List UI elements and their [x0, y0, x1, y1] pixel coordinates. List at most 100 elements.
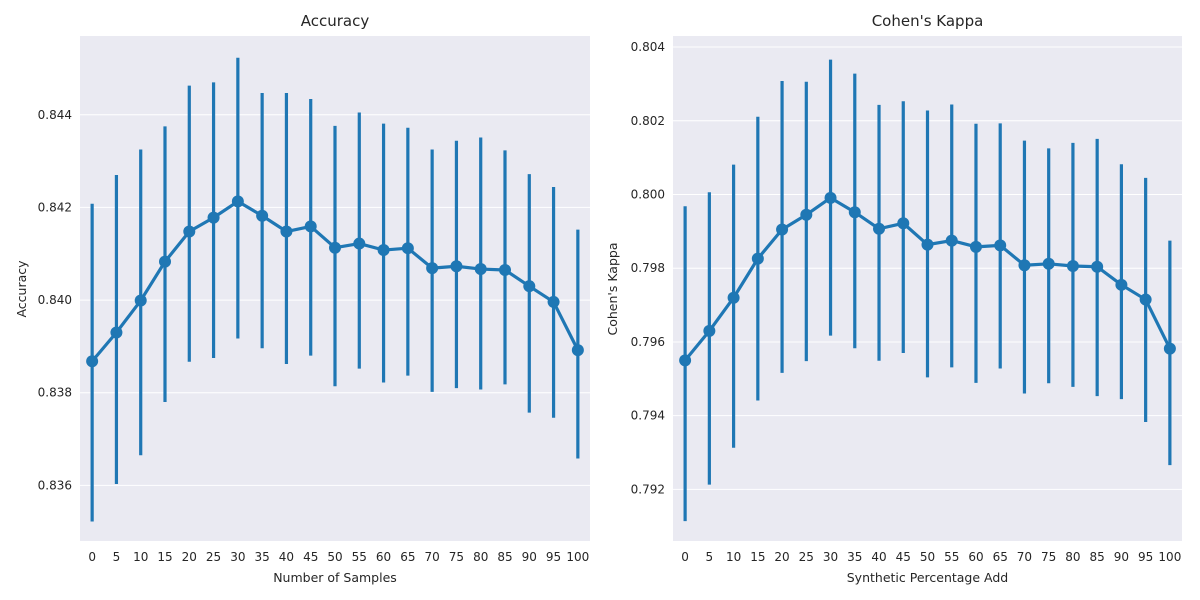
kappa-xtick-label: 35 — [847, 550, 862, 564]
kappa-data-point — [679, 354, 692, 367]
accuracy-xtick-label: 75 — [449, 550, 464, 564]
kappa-xtick-label: 25 — [799, 550, 814, 564]
accuracy-xtick-label: 95 — [546, 550, 561, 564]
kappa-xlabel: Synthetic Percentage Add — [847, 570, 1008, 585]
accuracy-title: Accuracy — [301, 12, 370, 30]
kappa-data-point — [1018, 259, 1031, 272]
kappa-data-point — [1139, 293, 1152, 306]
accuracy-xtick-label: 10 — [133, 550, 148, 564]
kappa-data-point — [703, 324, 716, 337]
accuracy-data-point — [231, 195, 244, 208]
kappa-ytick-label: 0.802 — [631, 114, 665, 128]
accuracy-data-point — [183, 225, 196, 238]
kappa-xtick-label: 90 — [1114, 550, 1129, 564]
accuracy-data-point — [159, 255, 171, 268]
accuracy-xtick-label: 100 — [566, 550, 589, 564]
accuracy-xtick-label: 45 — [303, 550, 318, 564]
kappa-data-point — [1115, 278, 1128, 291]
accuracy-xtick-label: 85 — [497, 550, 512, 564]
accuracy-data-point — [571, 344, 584, 357]
accuracy-data-point — [499, 263, 511, 276]
accuracy-xtick-label: 35 — [255, 550, 270, 564]
kappa-xtick-label: 95 — [1138, 550, 1153, 564]
kappa-xtick-label: 0 — [681, 550, 689, 564]
accuracy-xtick-label: 15 — [157, 550, 172, 564]
kappa-ytick-label: 0.792 — [631, 482, 665, 496]
kappa-xtick-label: 10 — [726, 550, 741, 564]
kappa-data-point — [969, 240, 982, 253]
accuracy-xtick-label: 30 — [230, 550, 245, 564]
kappa-data-point — [994, 239, 1007, 252]
accuracy-data-point — [256, 209, 269, 222]
accuracy-ytick-label: 0.844 — [38, 108, 72, 122]
accuracy-xtick-label: 55 — [352, 550, 367, 564]
accuracy-data-point — [353, 237, 366, 250]
kappa-xtick-label: 50 — [920, 550, 935, 564]
kappa-xtick-label: 60 — [968, 550, 983, 564]
accuracy-data-point — [207, 211, 220, 224]
kappa-data-point — [776, 223, 789, 236]
accuracy-data-point — [134, 294, 147, 307]
accuracy-data-point — [401, 242, 414, 255]
kappa-xtick-label: 40 — [871, 550, 886, 564]
kappa-data-point — [824, 191, 837, 204]
accuracy-data-point — [86, 355, 99, 368]
accuracy-xlabel: Number of Samples — [273, 570, 397, 585]
kappa-data-point — [897, 217, 910, 230]
accuracy-data-point — [329, 241, 341, 254]
kappa-xtick-label: 15 — [750, 550, 765, 564]
kappa-data-point — [727, 291, 740, 304]
accuracy-xtick-label: 65 — [400, 550, 415, 564]
accuracy-ytick-label: 0.842 — [38, 200, 72, 214]
accuracy-data-point — [523, 280, 536, 293]
kappa-panel: Cohen's Kappa Synthetic Percentage Add C… — [605, 12, 1182, 585]
kappa-xtick-label: 5 — [706, 550, 714, 564]
kappa-xtick-label: 70 — [1017, 550, 1032, 564]
kappa-xtick-label: 75 — [1041, 550, 1056, 564]
accuracy-data-point — [450, 260, 463, 273]
kappa-data-point — [1163, 342, 1176, 355]
accuracy-data-point — [304, 220, 317, 233]
accuracy-xtick-label: 90 — [522, 550, 537, 564]
kappa-data-point — [800, 208, 813, 221]
kappa-data-point — [1042, 257, 1055, 270]
kappa-xtick-label: 100 — [1158, 550, 1181, 564]
accuracy-xtick-label: 5 — [113, 550, 121, 564]
accuracy-data-point — [280, 225, 293, 238]
kappa-data-point — [921, 238, 934, 251]
accuracy-xtick-label: 70 — [425, 550, 440, 564]
accuracy-ytick-label: 0.840 — [38, 293, 72, 307]
accuracy-data-point — [377, 244, 390, 257]
accuracy-xtick-label: 25 — [206, 550, 221, 564]
accuracy-ytick-label: 0.838 — [38, 386, 72, 400]
kappa-ytick-label: 0.796 — [631, 335, 665, 349]
accuracy-ytick-label: 0.836 — [38, 478, 72, 492]
accuracy-xtick-label: 60 — [376, 550, 391, 564]
accuracy-ylabel: Accuracy — [14, 260, 29, 318]
kappa-ytick-label: 0.804 — [631, 40, 665, 54]
kappa-data-point — [945, 234, 958, 247]
accuracy-data-point — [426, 262, 439, 275]
kappa-data-point — [1091, 260, 1104, 273]
kappa-xtick-label: 55 — [944, 550, 959, 564]
kappa-xtick-label: 20 — [774, 550, 789, 564]
kappa-xtick-label: 80 — [1065, 550, 1080, 564]
kappa-ytick-label: 0.798 — [631, 261, 665, 275]
kappa-xtick-label: 30 — [823, 550, 838, 564]
kappa-ylabel: Cohen's Kappa — [605, 243, 620, 336]
kappa-title: Cohen's Kappa — [872, 12, 984, 30]
kappa-ytick-label: 0.800 — [631, 188, 665, 202]
accuracy-xtick-label: 80 — [473, 550, 488, 564]
accuracy-data-point — [547, 295, 560, 308]
kappa-data-point — [873, 222, 886, 235]
accuracy-xtick-label: 0 — [88, 550, 96, 564]
accuracy-data-point — [110, 326, 123, 339]
accuracy-xtick-label: 50 — [327, 550, 342, 564]
accuracy-xtick-label: 20 — [182, 550, 197, 564]
accuracy-xtick-label: 40 — [279, 550, 294, 564]
accuracy-data-point — [474, 263, 487, 276]
kappa-xtick-label: 85 — [1090, 550, 1105, 564]
kappa-data-point — [848, 206, 861, 219]
kappa-data-point — [1066, 260, 1079, 273]
